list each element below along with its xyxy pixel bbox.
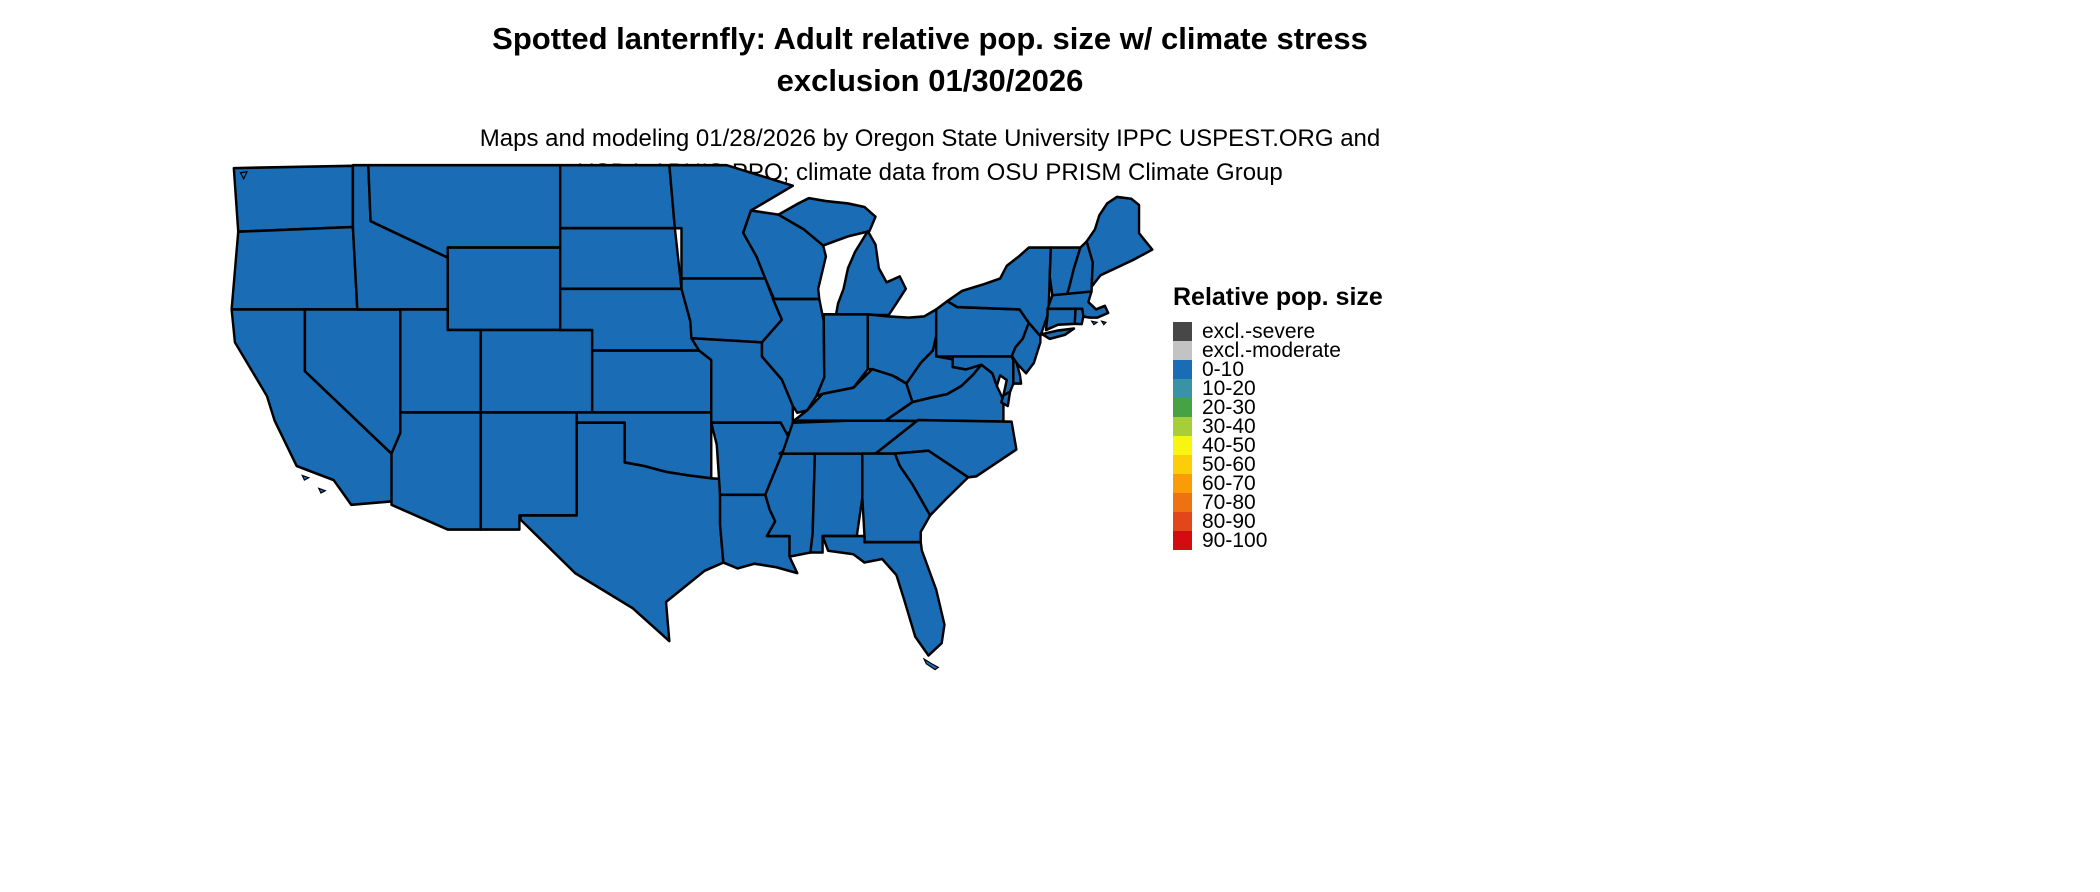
legend-swatch xyxy=(1173,512,1192,531)
legend-swatch xyxy=(1173,493,1192,512)
legend-item-70-80: 70-80 xyxy=(1173,491,1383,514)
legend-swatch xyxy=(1173,322,1192,341)
legend-item-label: 50-60 xyxy=(1202,453,1256,476)
legend-item-label: 30-40 xyxy=(1202,415,1256,438)
legend-item-label: 60-70 xyxy=(1202,472,1256,495)
state-maine xyxy=(1085,195,1154,289)
legend-item-label: 20-30 xyxy=(1202,396,1256,419)
state-florida xyxy=(821,534,946,657)
legend-items: excl.-severe excl.-moderate 0-10 10-20 20-30… xyxy=(1173,320,1383,552)
state-oregon xyxy=(230,225,359,311)
legend-item-excl-moderate: excl.-moderate xyxy=(1173,339,1383,362)
legend-item-label: excl.-severe xyxy=(1202,320,1316,343)
map-subtitle-line1: Maps and modeling 01/28/2026 by Oregon S… xyxy=(479,125,1381,152)
legend-item-0-10: 0-10 xyxy=(1173,358,1383,381)
legend-swatch xyxy=(1173,436,1192,455)
us-map xyxy=(230,163,1154,671)
channel-islands-south xyxy=(317,487,327,494)
legend-item-60-70: 60-70 xyxy=(1173,472,1383,495)
legend-item-label: 90-100 xyxy=(1202,529,1268,552)
state-new-york-long-island xyxy=(1040,327,1076,341)
map-title: Spotted lanternfly: Adult relative pop. … xyxy=(0,18,1860,102)
state-new-jersey xyxy=(1010,321,1042,375)
state-rhode-island xyxy=(1073,307,1085,326)
state-connecticut xyxy=(1044,307,1077,332)
legend: Relative pop. size excl.-severe excl.-mod… xyxy=(1173,283,1383,552)
legend-item-label: 80-90 xyxy=(1202,510,1256,533)
legend-title: Relative pop. size xyxy=(1173,283,1383,311)
state-iowa xyxy=(680,277,784,344)
state-new-mexico xyxy=(479,411,578,531)
legend-item-40-50: 40-50 xyxy=(1173,434,1383,457)
state-delaware xyxy=(1011,355,1023,385)
san-juan-islands xyxy=(239,170,249,180)
channel-islands xyxy=(301,474,311,481)
legend-item-label: excl.-moderate xyxy=(1202,339,1341,362)
state-georgia xyxy=(861,452,932,544)
legend-item-10-20: 10-20 xyxy=(1173,377,1383,400)
state-virginia-eastern-shore xyxy=(1000,390,1012,408)
legend-item-label: 70-80 xyxy=(1202,491,1256,514)
legend-item-90-100: 90-100 xyxy=(1173,529,1383,552)
legend-swatch xyxy=(1173,474,1192,493)
legend-swatch xyxy=(1173,360,1192,379)
legend-swatch xyxy=(1173,398,1192,417)
state-kansas xyxy=(590,349,713,414)
state-colorado xyxy=(479,328,594,414)
state-michigan-lower-peninsula xyxy=(834,229,908,317)
state-north-dakota xyxy=(558,163,677,230)
state-washington xyxy=(232,164,355,233)
legend-swatch xyxy=(1173,531,1192,550)
state-south-dakota xyxy=(558,226,683,291)
map-subtitle: Maps and modeling 01/28/2026 by Oregon S… xyxy=(0,122,1860,190)
legend-item-30-40: 30-40 xyxy=(1173,415,1383,438)
map-title-line2: exclusion 01/30/2026 xyxy=(776,63,1084,98)
florida-keys xyxy=(922,657,940,671)
legend-swatch xyxy=(1173,455,1192,474)
marthas-vineyard-island xyxy=(1090,320,1099,326)
legend-item-50-60: 50-60 xyxy=(1173,453,1383,476)
legend-swatch xyxy=(1173,417,1192,436)
legend-item-label: 0-10 xyxy=(1202,358,1245,381)
legend-swatch xyxy=(1173,379,1192,398)
state-arizona xyxy=(390,411,483,531)
nantucket-island xyxy=(1100,320,1108,326)
state-michigan-upper-peninsula xyxy=(777,196,877,247)
legend-item-label: 40-50 xyxy=(1202,434,1256,457)
legend-item-excl-severe: excl.-severe xyxy=(1173,320,1383,343)
legend-item-20-30: 20-30 xyxy=(1173,396,1383,419)
legend-swatch xyxy=(1173,341,1192,360)
state-wyoming xyxy=(446,246,562,332)
legend-item-80-90: 80-90 xyxy=(1173,510,1383,533)
map-title-line1: Spotted lanternfly: Adult relative pop. … xyxy=(492,21,1368,56)
legend-item-label: 10-20 xyxy=(1202,377,1256,400)
